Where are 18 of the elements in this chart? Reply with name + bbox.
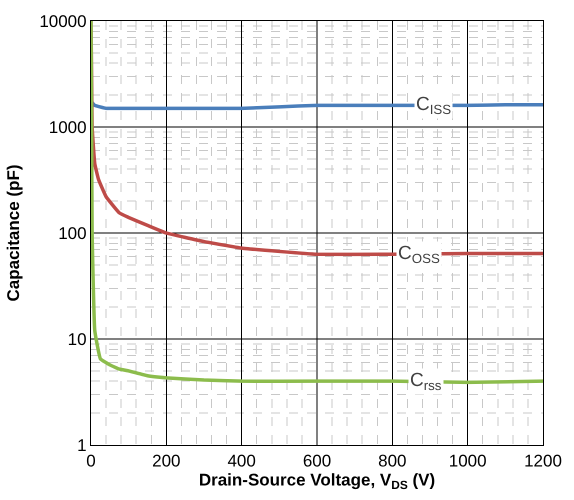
x-tick-label: 1200 [524, 451, 562, 470]
annotation: C$_{OSS}$ [398, 243, 440, 266]
y-tick-label: 10 [68, 330, 87, 349]
annotation: C$_{rss}$ [410, 370, 442, 393]
y-tick-label: 1 [77, 436, 87, 455]
x-tick-label: 0 [86, 451, 96, 470]
x-axis-title: Drain-Source Voltage, V$_{DS}$ (V) [198, 470, 436, 492]
x-tick-label: 600 [302, 451, 332, 470]
y-tick-label: 1000 [48, 118, 87, 137]
x-tick-label: 1000 [448, 451, 487, 470]
line-series [91, 21, 543, 384]
y-tick-label: 100 [58, 224, 87, 243]
y-tick-label: 10000 [39, 12, 87, 31]
x-tick-label: 800 [378, 451, 407, 470]
y-axis-title: Capacitance (pF) [4, 164, 23, 302]
annotation: C$_{ISS}$ [416, 94, 452, 117]
x-tick-label: 400 [227, 451, 256, 470]
x-tick-label: 200 [152, 451, 181, 470]
